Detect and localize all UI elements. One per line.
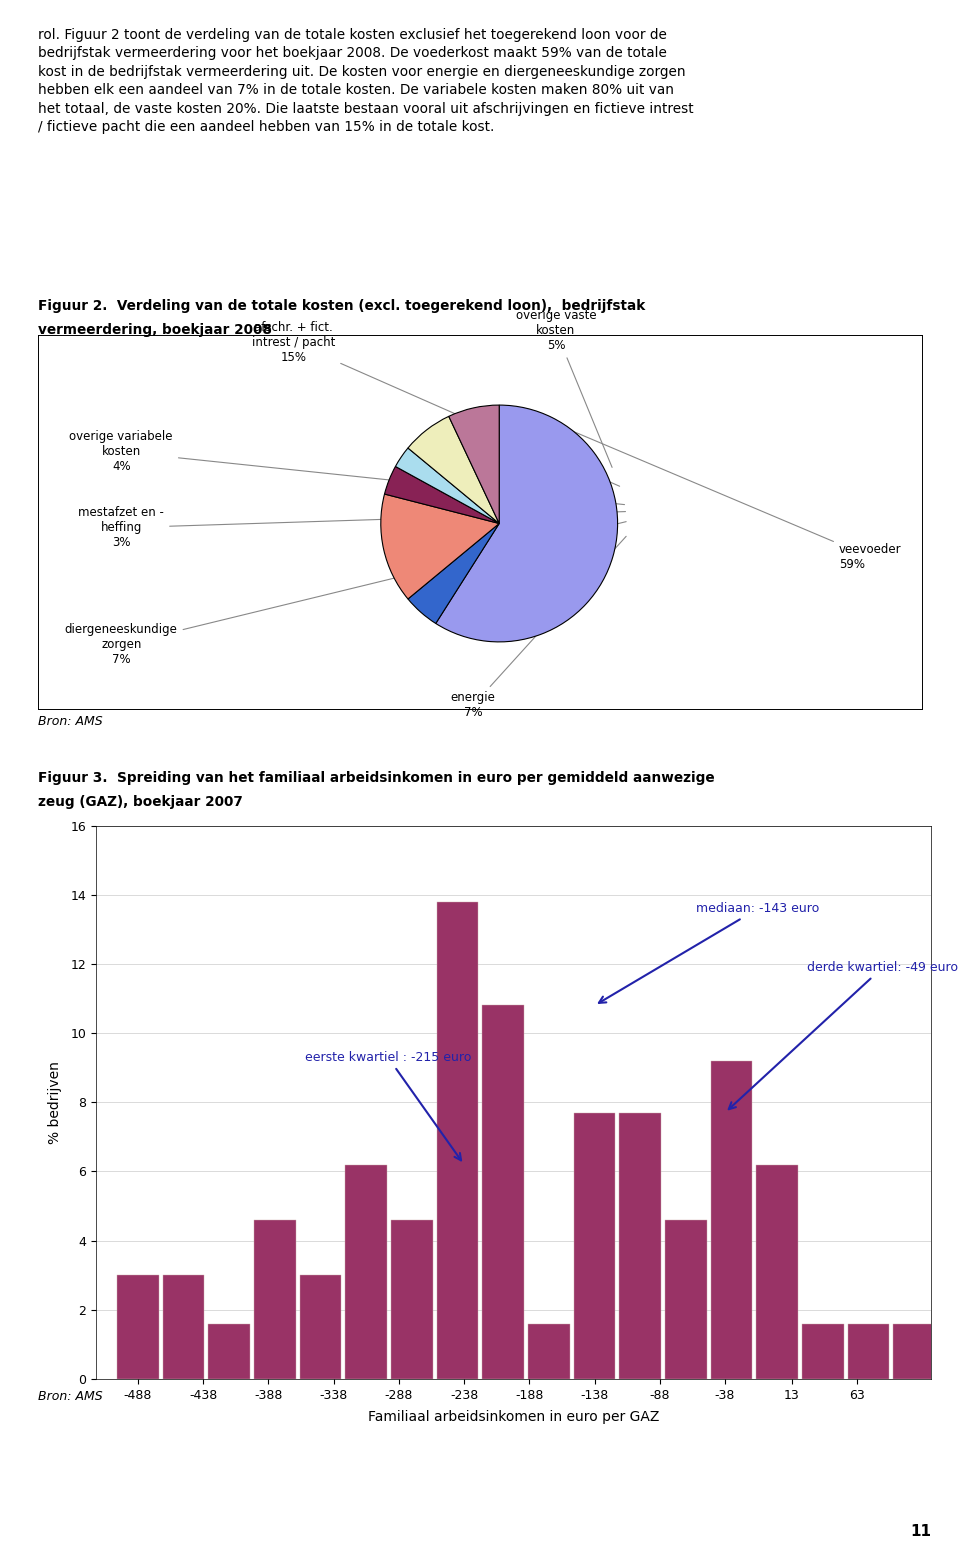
Text: overige variabele
kosten
4%: overige variabele kosten 4% xyxy=(69,430,625,505)
Text: rol. Figuur 2 toont de verdeling van de totale kosten exclusief het toegerekend : rol. Figuur 2 toont de verdeling van de … xyxy=(38,28,694,134)
Wedge shape xyxy=(408,416,499,523)
Bar xyxy=(619,1112,661,1379)
Bar xyxy=(665,1220,707,1379)
Text: zeug (GAZ), boekjaar 2007: zeug (GAZ), boekjaar 2007 xyxy=(38,795,243,809)
Wedge shape xyxy=(436,405,617,642)
Bar xyxy=(346,1164,387,1379)
Bar xyxy=(848,1324,889,1379)
Text: veevoeder
59%: veevoeder 59% xyxy=(565,428,901,570)
Wedge shape xyxy=(408,523,499,623)
Text: energie
7%: energie 7% xyxy=(450,536,626,720)
Bar xyxy=(162,1274,204,1379)
Text: afschr. + fict.
intrest / pacht
15%: afschr. + fict. intrest / pacht 15% xyxy=(252,321,619,486)
Bar xyxy=(253,1220,296,1379)
Text: eerste kwartiel : -215 euro: eerste kwartiel : -215 euro xyxy=(304,1050,471,1161)
Bar xyxy=(391,1220,433,1379)
Text: mediaan: -143 euro: mediaan: -143 euro xyxy=(599,902,820,1003)
Bar xyxy=(300,1274,342,1379)
Bar xyxy=(574,1112,615,1379)
Text: 11: 11 xyxy=(910,1524,931,1539)
Bar xyxy=(528,1324,569,1379)
Text: vermeerdering, boekjaar 2008: vermeerdering, boekjaar 2008 xyxy=(38,323,273,337)
Bar xyxy=(756,1164,798,1379)
Bar xyxy=(437,902,478,1379)
Wedge shape xyxy=(448,405,499,523)
Bar xyxy=(802,1324,844,1379)
Bar xyxy=(117,1274,158,1379)
Text: diergeneeskundige
zorgen
7%: diergeneeskundige zorgen 7% xyxy=(64,522,626,667)
Text: Bron: AMS: Bron: AMS xyxy=(38,1390,103,1402)
Text: Bron: AMS: Bron: AMS xyxy=(38,715,103,728)
Text: derde kwartiel: -49 euro: derde kwartiel: -49 euro xyxy=(729,961,958,1109)
Bar xyxy=(482,1005,524,1379)
Y-axis label: % bedrijven: % bedrijven xyxy=(48,1061,62,1144)
X-axis label: Familiaal arbeidsinkomen in euro per GAZ: Familiaal arbeidsinkomen in euro per GAZ xyxy=(368,1410,660,1424)
Text: Figuur 2.  Verdeling van de totale kosten (excl. toegerekend loon),  bedrijfstak: Figuur 2. Verdeling van de totale kosten… xyxy=(38,299,646,313)
Bar xyxy=(894,1324,935,1379)
Wedge shape xyxy=(385,466,499,523)
Text: overige vaste
kosten
5%: overige vaste kosten 5% xyxy=(516,310,612,467)
Text: Figuur 3.  Spreiding van het familiaal arbeidsinkomen in euro per gemiddeld aanw: Figuur 3. Spreiding van het familiaal ar… xyxy=(38,771,715,785)
Text: mestafzet en -
heffing
3%: mestafzet en - heffing 3% xyxy=(79,506,626,550)
Wedge shape xyxy=(381,494,499,598)
Bar xyxy=(208,1324,250,1379)
Bar xyxy=(710,1061,753,1379)
Wedge shape xyxy=(396,449,499,523)
